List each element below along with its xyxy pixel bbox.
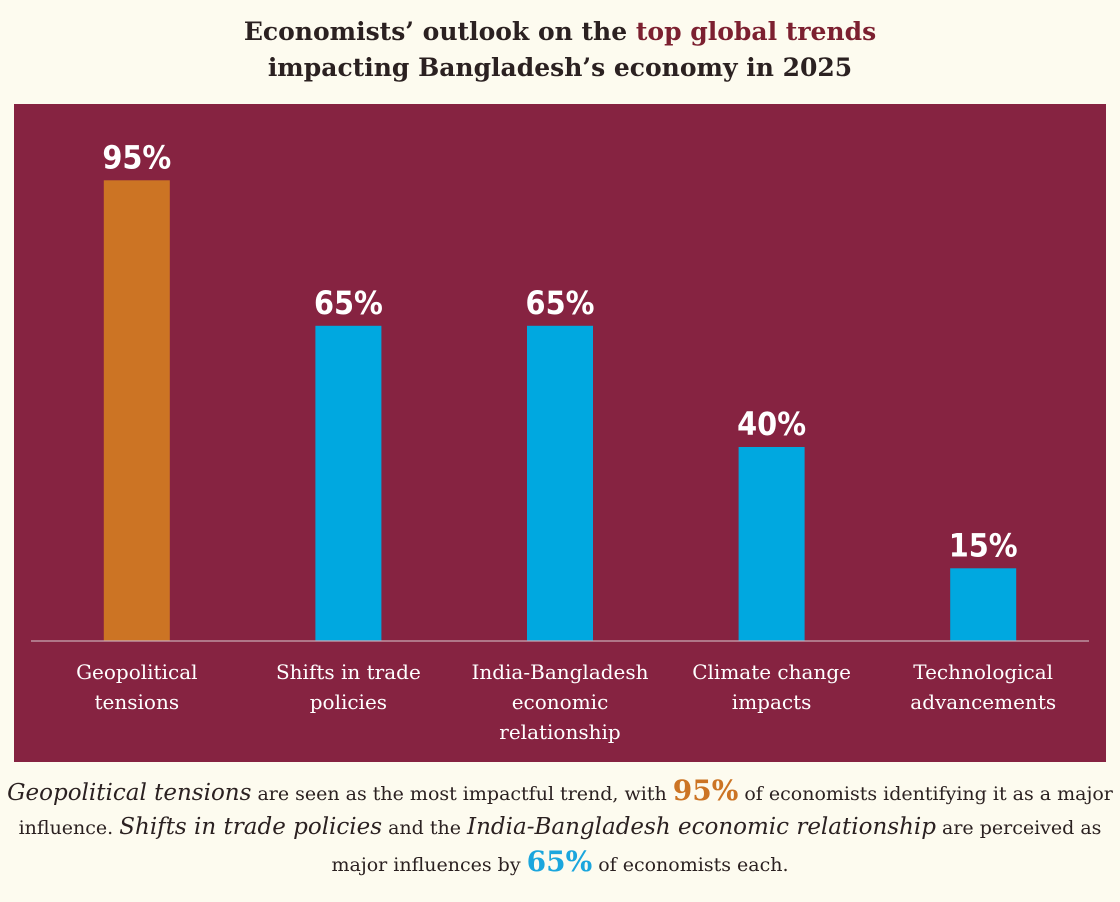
caption-percent-65: 65% — [526, 845, 593, 878]
caption-text-4: are perceived as major influences by — [331, 817, 1102, 876]
caption-text-1: are seen as the most impactful trend, wi… — [251, 783, 673, 805]
caption-text-5: of economists each. — [592, 854, 789, 876]
bar-2 — [315, 325, 382, 642]
bar-4 — [738, 447, 805, 641]
caption-geopolitical: Geopolitical tensions — [7, 780, 252, 806]
chart-title-line-1: Economists’ outlook on the top global tr… — [0, 14, 1120, 50]
chart-title-prefix: Economists’ outlook on the — [243, 17, 636, 46]
chart-title: Economists’ outlook on the top global tr… — [0, 14, 1120, 86]
bar-3 — [527, 325, 593, 642]
caption-trade-policies: Shifts in trade policies — [119, 814, 383, 840]
category-label-1: Geopolitical tensions — [76, 660, 197, 714]
caption-text-3: and the — [382, 817, 468, 839]
value-label-2: 65% — [314, 284, 383, 322]
chart-title-line-2: impacting Bangladesh’s economy in 2025 — [267, 53, 853, 82]
caption-india-bangladesh: India-Bangladesh economic relationship — [467, 814, 936, 840]
caption-text-2: of economists identifying it as a major … — [18, 783, 1113, 839]
value-label-5: 15% — [949, 526, 1018, 564]
value-label-4: 40% — [737, 405, 806, 443]
value-label-3: 65% — [526, 284, 595, 322]
category-label-3: India-Bangladesh economic relationship — [471, 660, 648, 744]
category-label-4: Climate change impacts — [692, 660, 851, 714]
value-label-1: 95% — [102, 138, 171, 176]
bar-chart: 95% Geopolitical tensions 65% Shifts in trad… — [31, 138, 1089, 744]
chart-title-highlight: top global trends — [635, 17, 877, 46]
caption-percent-95: 95% — [672, 774, 739, 807]
category-label-2: Shifts in trade policies — [276, 660, 421, 714]
bar-5 — [950, 568, 1017, 642]
category-label-5: Technological advancements — [910, 660, 1056, 714]
chart-panel: 95% Geopolitical tensions 65% Shifts in trad… — [14, 104, 1106, 762]
summary-caption: Geopolitical tensions are seen as the mo… — [0, 774, 1120, 882]
bar-1 — [103, 180, 170, 642]
